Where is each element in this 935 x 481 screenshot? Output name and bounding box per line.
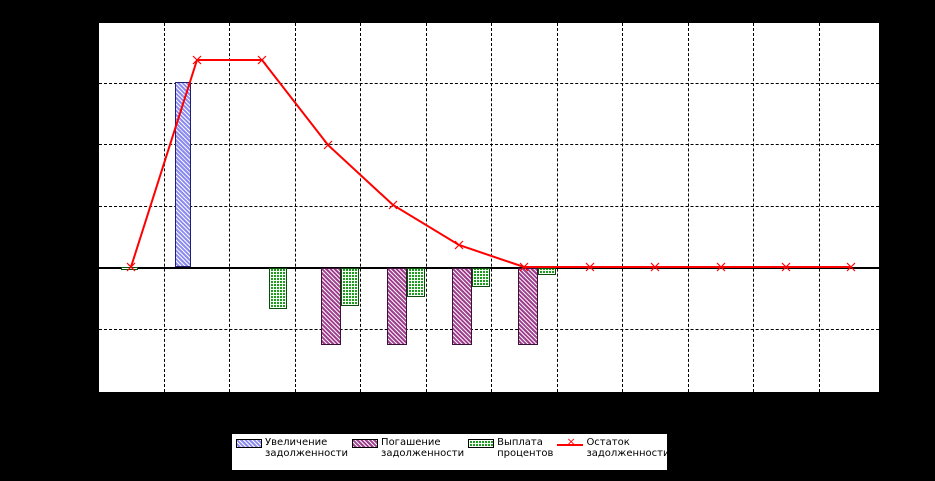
- legend-label-increase: Увеличение задолженности: [265, 437, 348, 459]
- checkered-green-swatch-icon: [468, 439, 495, 448]
- hatched-blue-swatch-icon: [236, 439, 262, 448]
- gridline-vertical: [688, 23, 689, 392]
- line-marker-x: [519, 262, 529, 272]
- legend-label-repayment: Погашение задолженности: [381, 437, 464, 459]
- bar-repay-8: [518, 268, 538, 345]
- line-marker-x: [257, 55, 267, 65]
- legend-label-line2: задолженности: [265, 448, 349, 459]
- line-marker-x: [846, 262, 856, 272]
- legend-label-line2: задолженности: [586, 448, 670, 459]
- chart-legend: Увеличение задолженности Погашение задол…: [231, 433, 669, 471]
- debt-balance-polyline: [130, 59, 851, 268]
- bar-interest-5: [341, 268, 359, 306]
- legend-label-line1: Выплата: [497, 437, 543, 448]
- line-marker-x: [650, 262, 660, 272]
- gridline-vertical: [295, 23, 296, 392]
- line-marker-x: [323, 140, 333, 150]
- line-marker-x: [454, 240, 464, 250]
- bar-repay-6: [387, 268, 407, 345]
- gridline-horizontal: [99, 328, 879, 330]
- gridline-vertical: [491, 23, 492, 392]
- plot-area: [98, 22, 880, 393]
- legend-item-repayment: Погашение задолженности: [352, 437, 464, 459]
- legend-label-line1: Увеличение: [265, 437, 328, 448]
- legend-item-increase: Увеличение задолженности: [236, 437, 348, 459]
- line-marker-x: [126, 262, 136, 272]
- bar-repay-7: [452, 268, 472, 345]
- legend-label-interest: Выплата процентов: [497, 437, 553, 459]
- gridline-horizontal: [99, 82, 879, 84]
- line-marker-x: [585, 262, 595, 272]
- gridline-vertical: [229, 23, 230, 392]
- legend-label-line2: задолженности: [381, 448, 465, 459]
- legend-label-line2: процентов: [497, 448, 554, 459]
- bar-increase-2: [175, 82, 191, 267]
- plot-inner: [99, 23, 879, 392]
- gridline-vertical: [426, 23, 427, 392]
- line-marker-x: [192, 55, 202, 65]
- line-marker-x: [388, 200, 398, 210]
- legend-item-interest: Выплата процентов: [468, 437, 553, 459]
- legend-label-line1: Погашение: [381, 437, 441, 448]
- legend-label-line1: Остаток: [586, 437, 630, 448]
- bar-repay-5: [321, 268, 341, 345]
- legend-label-balance: Остаток задолженности: [586, 437, 669, 459]
- red-line-marker-swatch-icon: [557, 436, 584, 450]
- line-marker-group: [126, 55, 856, 272]
- bar-interest-8: [538, 268, 556, 275]
- line-marker-x: [781, 262, 791, 272]
- bar-interest-6: [407, 268, 425, 297]
- legend-item-balance: Остаток задолженности: [557, 436, 669, 459]
- gridline-horizontal: [99, 205, 879, 207]
- gridline-vertical: [360, 23, 361, 392]
- bar-interest-7: [472, 268, 490, 287]
- gridline-vertical: [753, 23, 754, 392]
- gridline-vertical: [622, 23, 623, 392]
- gridline-vertical: [557, 23, 558, 392]
- hatched-purple-swatch-icon: [352, 439, 379, 448]
- bar-interest-4: [269, 268, 287, 309]
- gridline-horizontal: [99, 144, 879, 145]
- gridline-vertical: [164, 23, 165, 392]
- debt-balance-line-series: [126, 55, 856, 272]
- line-marker-x: [716, 262, 726, 272]
- gridline-vertical: [819, 23, 820, 392]
